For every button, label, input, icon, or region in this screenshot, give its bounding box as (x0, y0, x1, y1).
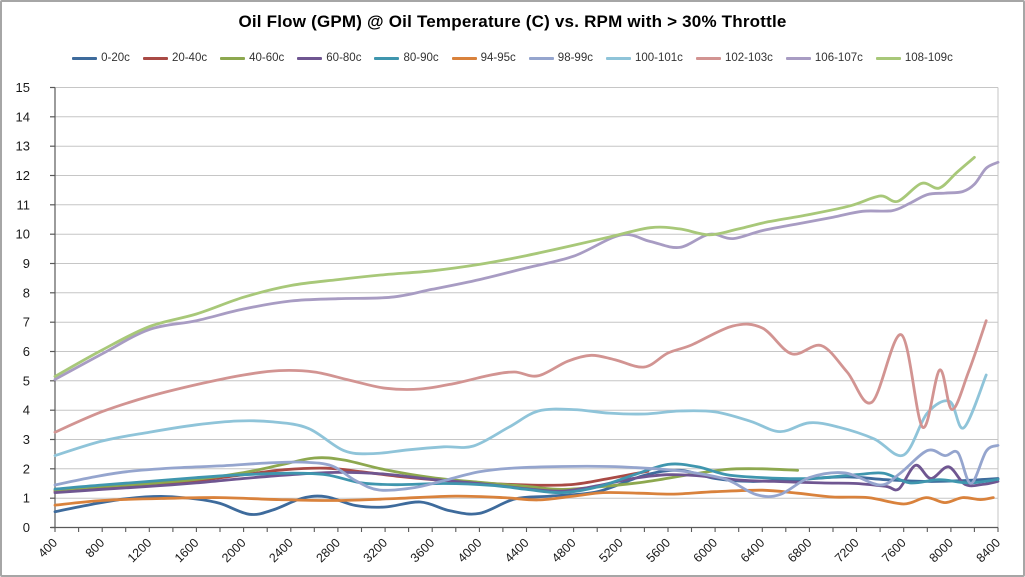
x-tick-label: 1600 (172, 536, 202, 566)
y-tick-label: 10 (16, 227, 30, 242)
x-tick-label: 6800 (785, 536, 815, 566)
x-tick-label: 800 (83, 536, 108, 561)
series-line-98-99c (53, 444, 1000, 499)
x-tick-label: 4800 (549, 536, 579, 566)
legend-line-swatch (297, 56, 323, 60)
x-tick-label: 2800 (313, 536, 343, 566)
y-tick-label: 7 (23, 315, 30, 330)
legend-item-100-101c: 100-101c (605, 52, 683, 64)
x-tick-label: 400 (35, 536, 60, 561)
legend-line-swatch (875, 56, 901, 60)
legend-item-0-20c: 0-20c (72, 52, 130, 64)
legend-line-swatch (220, 56, 246, 60)
x-tick-label: 4000 (455, 536, 485, 566)
legend-line-swatch (374, 56, 400, 60)
y-tick-label: 5 (23, 373, 30, 388)
legend-line-swatch (72, 56, 98, 60)
legend-item-106-107c: 106-107c (785, 52, 863, 64)
y-tick-label: 2 (23, 461, 30, 476)
y-tick-label: 11 (17, 197, 31, 212)
legend-line-swatch (451, 56, 477, 60)
y-tick-label: 0 (23, 520, 30, 535)
y-tick-label: 15 (16, 80, 30, 95)
legend-line-swatch (528, 56, 554, 60)
x-tick-label: 8400 (974, 536, 1004, 566)
y-tick-label: 3 (23, 432, 30, 447)
legend-label: 80-90c (403, 52, 439, 64)
x-axis-ticks: 400 800 1200 1600 2000 2400 2800 3200 3600 4000 44… (35, 527, 1004, 566)
series-line-102-103c (53, 319, 988, 434)
legend-label: 40-60c (249, 52, 285, 64)
legend-item-98-99c: 98-99c (528, 52, 593, 64)
x-tick-label: 6000 (691, 536, 721, 566)
y-tick-label: 13 (16, 139, 30, 154)
legend-item-20-40c: 20-40c (142, 52, 208, 64)
legend-item-80-90c: 80-90c (374, 52, 439, 64)
x-tick-label: 4400 (502, 536, 532, 566)
x-tick-label: 2000 (219, 536, 249, 566)
legend-item-108-109c: 108-109c (875, 52, 953, 64)
legend-label: 102-103c (724, 52, 773, 64)
legend: 0-20c 20-40c 40-60c 60-80c 80-90c 94-95c 98-99… (2, 52, 1023, 64)
x-tick-label: 3200 (361, 536, 391, 566)
y-tick-label: 1 (23, 491, 30, 506)
legend-line-swatch (785, 56, 811, 60)
x-tick-label: 3600 (408, 536, 438, 566)
legend-item-40-60c: 40-60c (220, 52, 284, 64)
legend-label: 0-20c (101, 52, 130, 64)
legend-item-60-80c: 60-80c (297, 52, 361, 64)
y-tick-label: 6 (23, 344, 30, 359)
x-tick-label: 1200 (125, 536, 155, 566)
legend-label: 60-80c (326, 52, 362, 64)
gridlines (55, 87, 999, 528)
legend-item-94-95c: 94-95c (451, 52, 516, 64)
x-tick-label: 2400 (266, 536, 296, 566)
y-tick-label: 14 (16, 109, 30, 124)
x-tick-label: 5200 (596, 536, 626, 566)
y-tick-label: 4 (23, 403, 30, 418)
series-line-60-80c (53, 463, 1000, 494)
legend-line-swatch (142, 56, 168, 60)
legend-label: 100-101c (634, 52, 683, 64)
legend-label: 108-109c (904, 52, 953, 64)
y-tick-label: 12 (16, 168, 30, 183)
series-line-80-90c (53, 462, 1000, 495)
series-line-106-107c (53, 160, 1000, 381)
x-tick-label: 6400 (738, 536, 768, 566)
legend-label: 98-99c (557, 52, 593, 64)
series-line-100-101c (53, 373, 988, 458)
x-tick-label: 7600 (879, 536, 909, 566)
series-line-108-109c (53, 155, 976, 378)
legend-label: 94-95c (480, 52, 516, 64)
chart-title: Oil Flow (GPM) @ Oil Temperature (C) vs.… (238, 12, 787, 31)
legend-line-swatch (695, 56, 721, 60)
legend-line-swatch (605, 56, 631, 60)
series-lines (53, 155, 1000, 516)
y-tick-label: 8 (23, 285, 30, 300)
legend-label: 20-40c (171, 52, 208, 64)
x-tick-label: 8000 (926, 536, 956, 566)
legend-item-102-103c: 102-103c (695, 52, 773, 64)
legend-label: 106-107c (814, 52, 863, 64)
series-line-94-95c (53, 488, 995, 507)
y-tick-label: 9 (23, 256, 30, 271)
axes (51, 87, 998, 529)
x-tick-label: 7200 (832, 536, 862, 566)
x-tick-label: 5600 (644, 536, 674, 566)
